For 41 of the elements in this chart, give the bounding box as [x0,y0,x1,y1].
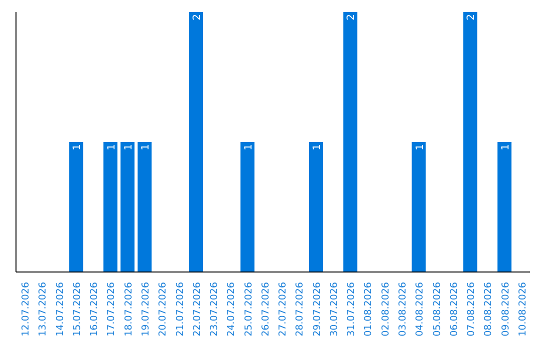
data-label: 1 [312,144,323,150]
x-tick-label: 07.08.2026 [466,282,478,336]
data-label: 1 [500,144,512,150]
x-tick-label: 04.08.2026 [414,282,426,336]
x-tick-label: 22.07.2026 [192,282,203,336]
data-label: 1 [72,144,84,150]
x-tick-label: 03.08.2026 [398,282,408,336]
data-label: 1 [243,144,254,150]
x-tick-label: 18.07.2026 [123,282,134,336]
x-tick-label: 09.08.2026 [500,282,512,336]
x-tick-label: 05.08.2026 [432,282,443,336]
x-tick-label: 16.07.2026 [89,282,100,336]
x-tick-label: 17.07.2026 [106,282,118,336]
x-tick-label: 12.07.2026 [20,282,32,336]
x-tick-label: 30.07.2026 [328,282,340,336]
x-tick-label: 24.07.2026 [226,282,238,336]
data-label: 1 [414,144,426,150]
x-tick-label: 14.07.2026 [54,282,66,336]
x-tick-label: 19.07.2026 [140,282,152,336]
x-tick-label: 10.08.2026 [517,282,528,336]
x-tick-label: 13.07.2026 [38,282,49,336]
x-tick-label: 29.07.2026 [312,282,323,336]
x-tick-label: 21.07.2026 [174,282,186,336]
x-tick-label: 01.08.2026 [363,282,374,336]
data-label: 1 [106,144,118,150]
x-tick-label: 27.07.2026 [278,282,289,336]
data-label: 2 [466,14,478,20]
x-tick-label: 20.07.2026 [158,282,169,336]
x-tick-label: 28.07.2026 [294,282,306,336]
data-label: 1 [140,144,152,150]
x-tick-label: 31.07.2026 [346,282,358,336]
x-tick-label: 23.07.2026 [209,282,220,336]
x-tick-label: 25.07.2026 [243,282,254,336]
x-tick-label: 06.08.2026 [448,282,460,336]
x-tick-label: 08.08.2026 [483,282,494,336]
data-label: 2 [192,14,204,20]
data-label: 1 [124,144,135,150]
data-label: 2 [346,14,358,20]
x-tick-label: 26.07.2026 [260,282,272,336]
x-tick-label: 15.07.2026 [72,282,83,336]
x-tick-label: 02.08.2026 [380,282,392,336]
